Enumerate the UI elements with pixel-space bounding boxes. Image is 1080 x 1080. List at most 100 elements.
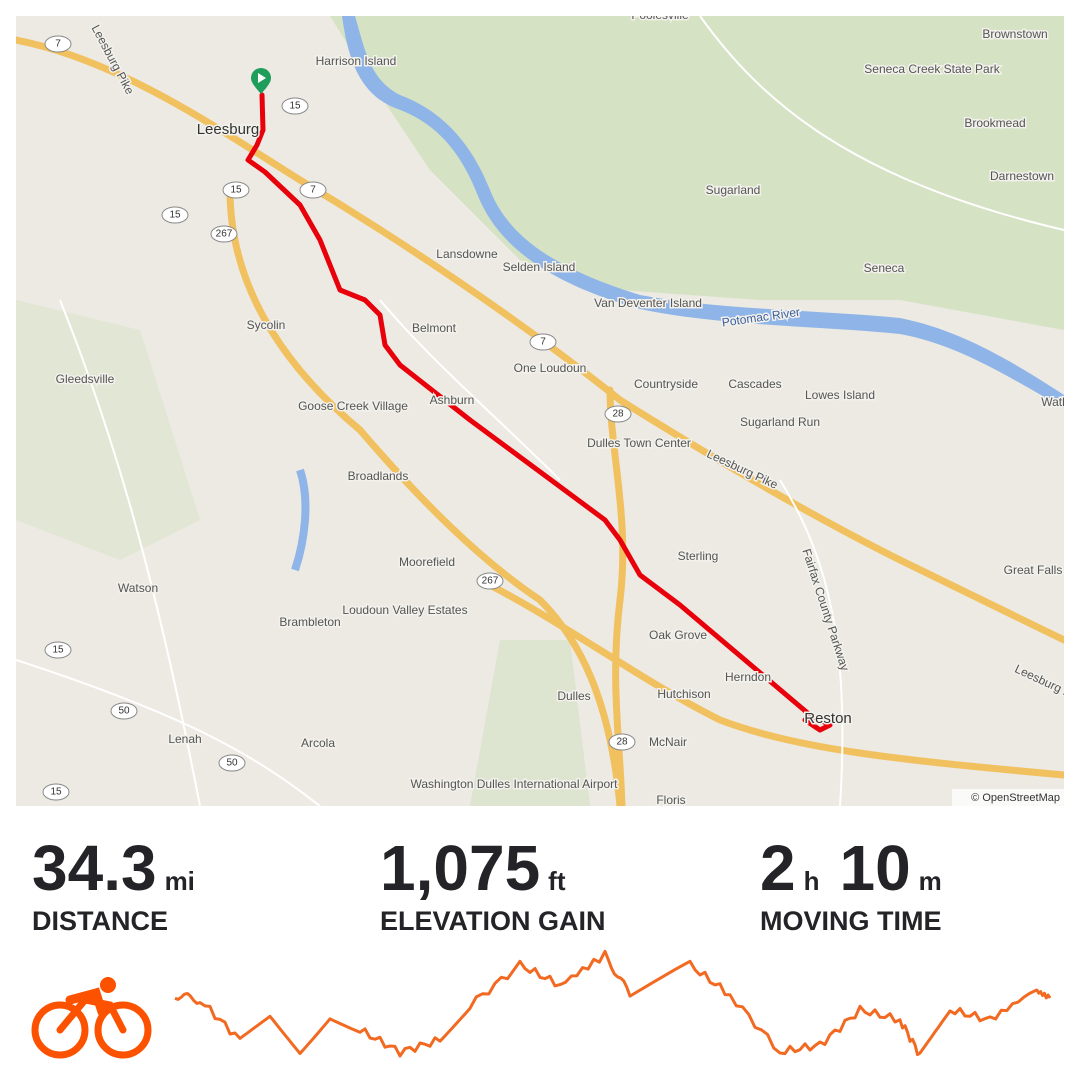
place-label: Lansdowne — [436, 247, 498, 261]
stat-label: DISTANCE — [32, 906, 168, 936]
place-label: Poolesville — [631, 8, 689, 22]
shield — [218, 754, 246, 772]
place-label: Oak Grove — [649, 628, 707, 642]
time-minutes-unit: m — [919, 866, 942, 896]
distance-unit: mi — [165, 866, 195, 896]
stat-value: 1,075 ft — [380, 832, 566, 904]
shield-number: 28 — [616, 737, 628, 748]
shield — [110, 702, 138, 720]
place-label: Seneca Creek State Park — [864, 62, 1000, 76]
place-label: Brookmead — [964, 116, 1025, 130]
place-label: Darnestown — [990, 169, 1054, 183]
shield — [529, 333, 557, 351]
place-label: Seneca — [864, 261, 905, 275]
place-label: Cascades — [728, 377, 781, 391]
place-label: Gleedsville — [56, 372, 115, 386]
shield — [44, 641, 72, 659]
potomac-river — [342, 16, 1064, 408]
shield-number: 28 — [612, 409, 624, 420]
place-label: Washington Dulles International Airport — [411, 777, 619, 791]
cycling-icon — [31, 977, 152, 1059]
shield — [42, 783, 70, 801]
place-label: Countryside — [634, 377, 698, 391]
place-label: Dulles Town Center — [587, 436, 691, 450]
elevation-profile — [174, 949, 1052, 1058]
reservoir — [291, 468, 310, 572]
shield-number: 267 — [482, 576, 499, 587]
elevation-value: 1,075 — [380, 832, 540, 904]
shield-number: 267 — [216, 229, 233, 240]
shield — [222, 181, 250, 199]
stat-value: 2 h 10 m — [760, 832, 942, 904]
place-label: Hutchison — [657, 687, 710, 701]
place-label: One Loudoun — [514, 361, 587, 375]
shield — [604, 405, 632, 423]
highways — [16, 36, 1064, 806]
place-label: Arcola — [301, 736, 335, 750]
place-label: Herndon — [725, 670, 771, 684]
start-marker — [251, 68, 271, 94]
place-label: Reston — [804, 710, 852, 727]
shield-number: 15 — [50, 787, 62, 798]
stats: 34.3 mi DISTANCE 1,075 ft ELEVATION GAIN 2… — [32, 832, 942, 936]
shield-number: 15 — [230, 185, 242, 196]
airport-area — [470, 640, 590, 806]
road-shields: 7 7 7 15 15 15 15 15 267 267 28 28 50 50 — [42, 35, 636, 801]
place-label: Harrison Island — [316, 54, 397, 68]
shield-number: 7 — [540, 337, 546, 348]
place-label: Van Deventer Island — [594, 296, 702, 310]
place-label: Moorefield — [399, 555, 455, 569]
place-label: Broadlands — [348, 469, 409, 483]
stat-label: MOVING TIME — [760, 906, 942, 936]
shield — [476, 572, 504, 590]
shield-number: 15 — [169, 210, 181, 221]
shield — [210, 225, 238, 243]
shield — [161, 206, 189, 224]
place-label: Sugarland Run — [740, 415, 820, 429]
map: Poolesville Brownstown Harrison Island Sene… — [16, 8, 1080, 807]
place-label: Floris — [656, 793, 685, 807]
place-label: Lenah — [168, 732, 201, 746]
place-label: Lowes Island — [805, 388, 875, 402]
time-minutes: 10 — [839, 832, 910, 904]
place-label: Leesburg — [197, 121, 260, 138]
park-area — [330, 16, 1064, 330]
attribution-bg — [952, 789, 1064, 806]
place-label: Brambleton — [279, 615, 340, 629]
shield-number: 7 — [310, 185, 316, 196]
place-label: Brownstown — [982, 27, 1047, 41]
place-label: Sugarland — [706, 183, 761, 197]
time-hours: 2 — [760, 832, 796, 904]
place-label: Sycolin — [247, 318, 286, 332]
place-label: Ashburn — [430, 393, 475, 407]
place-label: Dulles — [557, 689, 590, 703]
attribution: © OpenStreetMap — [971, 792, 1060, 804]
place-label: Sterling — [678, 549, 719, 563]
place-label: McNair — [649, 735, 687, 749]
place-label: Great Falls — [1004, 563, 1063, 577]
place-label: Loudoun Valley Estates — [342, 603, 467, 617]
stat-value: 34.3 mi — [32, 832, 195, 904]
place-label: Goose Creek Village — [298, 399, 408, 413]
elevation-unit: ft — [548, 866, 566, 896]
shield-number: 7 — [55, 39, 61, 50]
stat-label: ELEVATION GAIN — [380, 906, 606, 936]
shield-number: 50 — [118, 706, 130, 717]
shield-number: 50 — [226, 758, 238, 769]
distance-value: 34.3 — [32, 832, 157, 904]
place-label: Watson — [118, 581, 158, 595]
shield — [299, 181, 327, 199]
shield — [44, 35, 72, 53]
shield-number: 15 — [289, 101, 301, 112]
shield — [281, 97, 309, 115]
time-hours-unit: h — [804, 866, 820, 896]
place-label: Belmont — [412, 321, 457, 335]
shield — [608, 733, 636, 751]
roads — [16, 16, 1064, 806]
route — [245, 92, 833, 733]
place-label: Watkins Island — [1041, 395, 1080, 409]
place-label: Selden Island — [503, 260, 576, 274]
shield-number: 15 — [52, 645, 64, 656]
